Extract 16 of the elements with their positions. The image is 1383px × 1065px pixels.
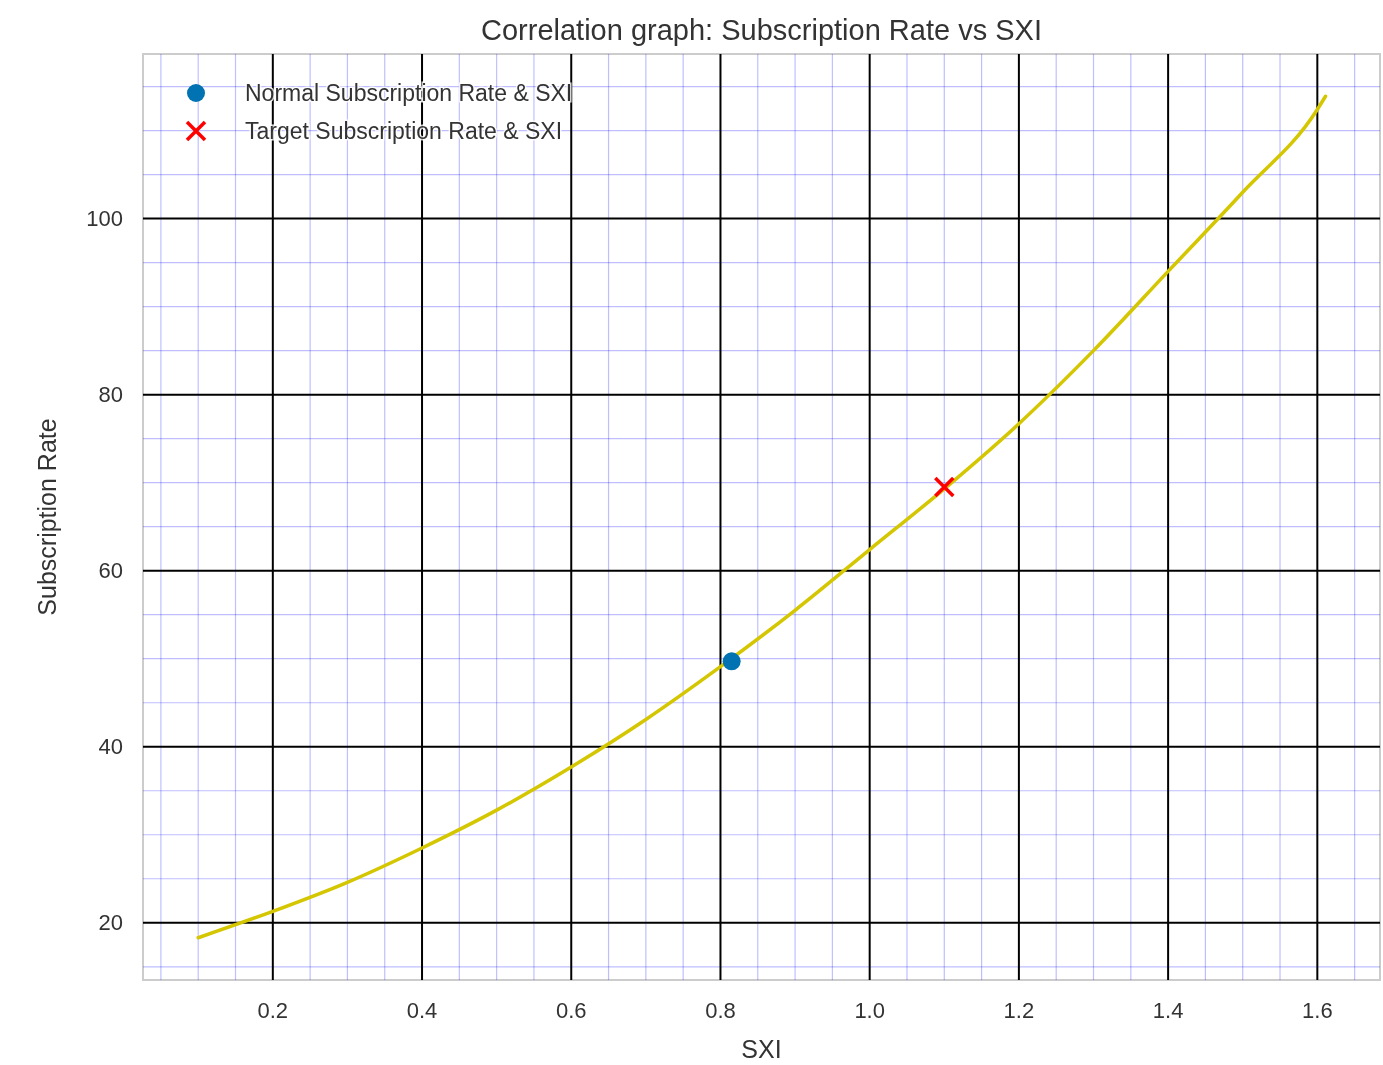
x-tick-label: 1.0 [854, 998, 885, 1023]
x-tick-label: 0.2 [257, 998, 289, 1023]
y-tick-label: 80 [98, 382, 123, 408]
x-tick-label: 1.6 [1302, 998, 1333, 1023]
x-tick-label: 1.2 [1003, 998, 1035, 1023]
y-tick-label: 100 [86, 206, 123, 232]
x-tick-label: 0.4 [406, 998, 438, 1023]
x-tick-label: 0.8 [705, 998, 736, 1023]
chart-title: Correlation graph: Subscription Rate vs SXI [481, 14, 1042, 46]
y-tick-label: 60 [98, 558, 123, 584]
x-axis-title: SXI [741, 1035, 782, 1063]
y-axis-title: Subscription Rate [33, 418, 61, 616]
y-tick-label: 40 [98, 734, 123, 760]
x-tick-label: 0.6 [555, 998, 587, 1023]
y-tick-label: 20 [98, 910, 123, 936]
x-tick-label: 1.4 [1152, 998, 1184, 1023]
